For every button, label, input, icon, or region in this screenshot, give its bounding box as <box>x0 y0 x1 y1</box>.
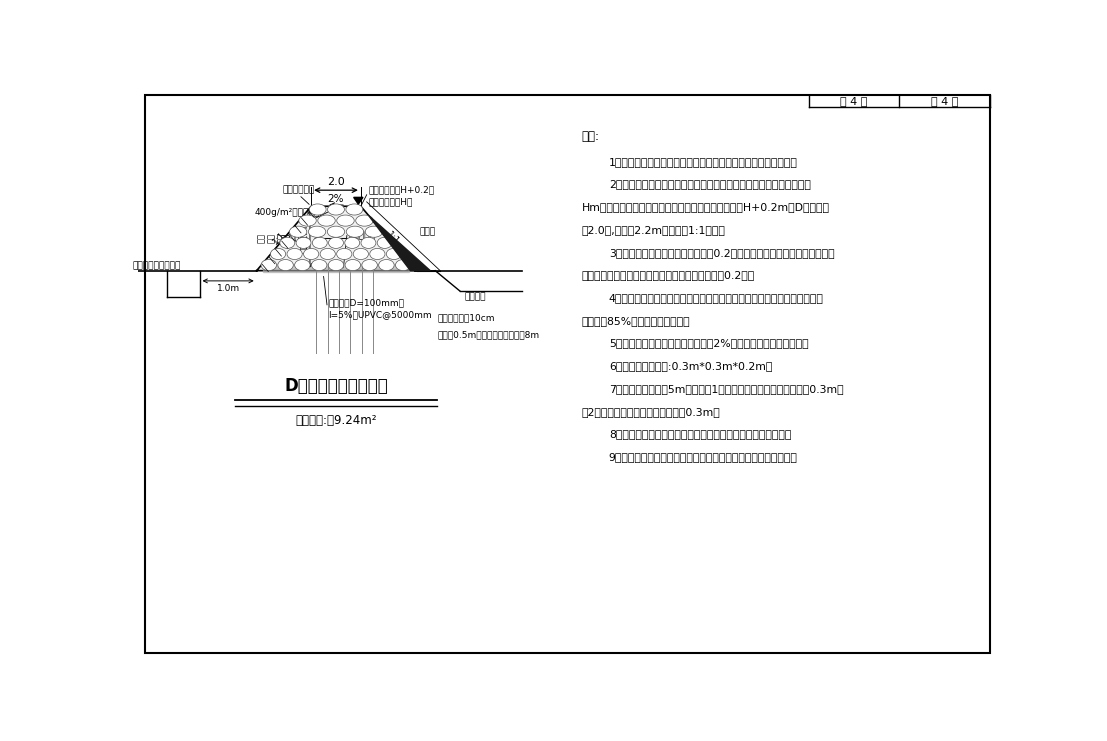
Ellipse shape <box>370 248 385 259</box>
Ellipse shape <box>386 248 402 259</box>
Text: D型围堰水堰段断面图: D型围堰水堰段断面图 <box>284 377 387 395</box>
Ellipse shape <box>278 259 293 270</box>
Text: 桩间距0.5m，正方形布置，桩长8m: 桩间距0.5m，正方形布置，桩长8m <box>437 330 540 339</box>
Text: 输纸排水沟（示意）: 输纸排水沟（示意） <box>133 261 182 270</box>
Ellipse shape <box>280 237 294 248</box>
Text: 临时
地形
提坝: 临时 地形 提坝 <box>257 233 287 244</box>
Ellipse shape <box>287 248 302 259</box>
Ellipse shape <box>337 215 354 226</box>
Ellipse shape <box>309 204 327 215</box>
Ellipse shape <box>294 259 310 270</box>
Text: 2、本工程围堰采用土工布编织袋装小砂包砌筑。场地平整设计标高为: 2、本工程围堰采用土工布编织袋装小砂包砌筑。场地平整设计标高为 <box>609 179 810 190</box>
Ellipse shape <box>299 215 317 226</box>
Polygon shape <box>369 215 431 270</box>
Text: 1:1: 1:1 <box>385 230 402 247</box>
Ellipse shape <box>320 248 335 259</box>
Ellipse shape <box>312 237 328 248</box>
Text: 原地面线: 原地面线 <box>465 293 486 302</box>
Ellipse shape <box>328 226 344 237</box>
Ellipse shape <box>361 237 376 248</box>
Text: 6、碎石反滤层尺寸:0.3m*0.3m*0.2m。: 6、碎石反滤层尺寸:0.3m*0.3m*0.2m。 <box>609 361 773 371</box>
Ellipse shape <box>345 204 363 215</box>
Ellipse shape <box>365 226 383 237</box>
Ellipse shape <box>337 248 352 259</box>
Text: 断面面积:约9.24m²: 断面面积:约9.24m² <box>296 413 376 427</box>
Text: 3、围堰顶高程比场地平整面高程高0.2米，围堰采用逐渐加高的施工方法，: 3、围堰顶高程比场地平整面高程高0.2米，围堰采用逐渐加高的施工方法， <box>609 247 835 258</box>
Ellipse shape <box>261 259 277 270</box>
Ellipse shape <box>318 215 335 226</box>
Text: 5、围堰顶面设横向排水，坡度同取2%，围堰排水从内向外排水。: 5、围堰顶面设横向排水，坡度同取2%，围堰排水从内向外排水。 <box>609 339 808 348</box>
Ellipse shape <box>311 259 327 270</box>
Text: 2%: 2% <box>328 193 344 204</box>
Text: 7、排水管横向间距5m布置，第1排的排水管位置为场坪标高以下0.3m，: 7、排水管横向间距5m布置，第1排的排水管位置为场坪标高以下0.3m， <box>609 384 844 393</box>
Text: 约2.0m: 约2.0m <box>281 234 309 243</box>
Ellipse shape <box>346 226 364 237</box>
Text: 8、围堰边界线、临时排水沟平面位置等以平面图中所示为准。: 8、围堰边界线、临时排水沟平面位置等以平面图中所示为准。 <box>609 429 792 439</box>
Text: 第2排的排水管位置为现状标高以上0.3m。: 第2排的排水管位置为现状标高以上0.3m。 <box>581 407 721 416</box>
Text: 约2.2m: 约2.2m <box>300 225 309 253</box>
Polygon shape <box>262 265 410 272</box>
Text: 围堰顶外边线: 围堰顶外边线 <box>282 185 314 194</box>
Text: 2.0: 2.0 <box>328 176 345 187</box>
Text: 碎石反滤层: 碎石反滤层 <box>349 231 375 240</box>
Ellipse shape <box>379 259 394 270</box>
Text: 第 4 张: 第 4 张 <box>840 96 868 106</box>
Ellipse shape <box>328 204 344 215</box>
Ellipse shape <box>355 215 373 226</box>
Ellipse shape <box>377 237 392 248</box>
Ellipse shape <box>289 226 307 237</box>
Ellipse shape <box>345 259 361 270</box>
Text: 4、袋装砂包可采用土工编织袋，编织袋大小根据围堰断面设置，袋装砂包: 4、袋装砂包可采用土工编织袋，编织袋大小根据围堰断面设置，袋装砂包 <box>609 293 824 303</box>
Polygon shape <box>257 206 415 270</box>
Text: 1.0m: 1.0m <box>217 285 240 293</box>
Text: 场地平整标高H米: 场地平整标高H米 <box>369 197 413 207</box>
Polygon shape <box>353 197 363 204</box>
Ellipse shape <box>309 226 325 237</box>
Text: 400g/m²土工布一层: 400g/m²土工布一层 <box>255 207 319 216</box>
Ellipse shape <box>329 259 344 270</box>
Ellipse shape <box>353 248 369 259</box>
Text: 滤水管，D=100mm，
I=5%，UPVC@5000mm: 滤水管，D=100mm， I=5%，UPVC@5000mm <box>329 299 432 319</box>
Text: 说明:: 说明: <box>581 130 600 143</box>
Text: 1:1: 1:1 <box>271 230 287 247</box>
Ellipse shape <box>395 259 411 270</box>
Ellipse shape <box>329 237 343 248</box>
Ellipse shape <box>303 248 319 259</box>
Ellipse shape <box>362 259 377 270</box>
Text: 共 4 张: 共 4 张 <box>931 96 959 106</box>
Text: 松木桩，泥径10cm: 松木桩，泥径10cm <box>437 313 495 322</box>
Text: 9、围堰紧贴居民点、附近原有地形为保留河涌等，应保证安全。: 9、围堰紧贴居民点、附近原有地形为保留河涌等，应保证安全。 <box>609 452 798 462</box>
Text: 饱满度为85%，以分层错缝码实。: 饱满度为85%，以分层错缝码实。 <box>581 316 691 326</box>
Ellipse shape <box>296 237 311 248</box>
Text: 回填土: 回填土 <box>420 227 435 236</box>
Text: 在填筑过程中其顶面高程应始终保持高于场地高程0.2米。: 在填筑过程中其顶面高程应始终保持高于场地高程0.2米。 <box>581 270 755 280</box>
Text: Hm，具体以场地平整平面设计图为准，围堰顶标高为H+0.2m，D型围堰顶: Hm，具体以场地平整平面设计图为准，围堰顶标高为H+0.2m，D型围堰顶 <box>581 202 829 212</box>
Ellipse shape <box>344 237 360 248</box>
Text: 宽2.0米,围堰高2.2m，边坡按1:1放坡。: 宽2.0米,围堰高2.2m，边坡按1:1放坡。 <box>581 225 725 235</box>
Text: 围堰顶面标高H+0.2米: 围堰顶面标高H+0.2米 <box>369 185 434 194</box>
Ellipse shape <box>270 248 286 259</box>
Text: 1、本图尺寸为米，本图为围堰断面示意图，均以图纸标注为准。: 1、本图尺寸为米，本图为围堰断面示意图，均以图纸标注为准。 <box>609 156 798 167</box>
